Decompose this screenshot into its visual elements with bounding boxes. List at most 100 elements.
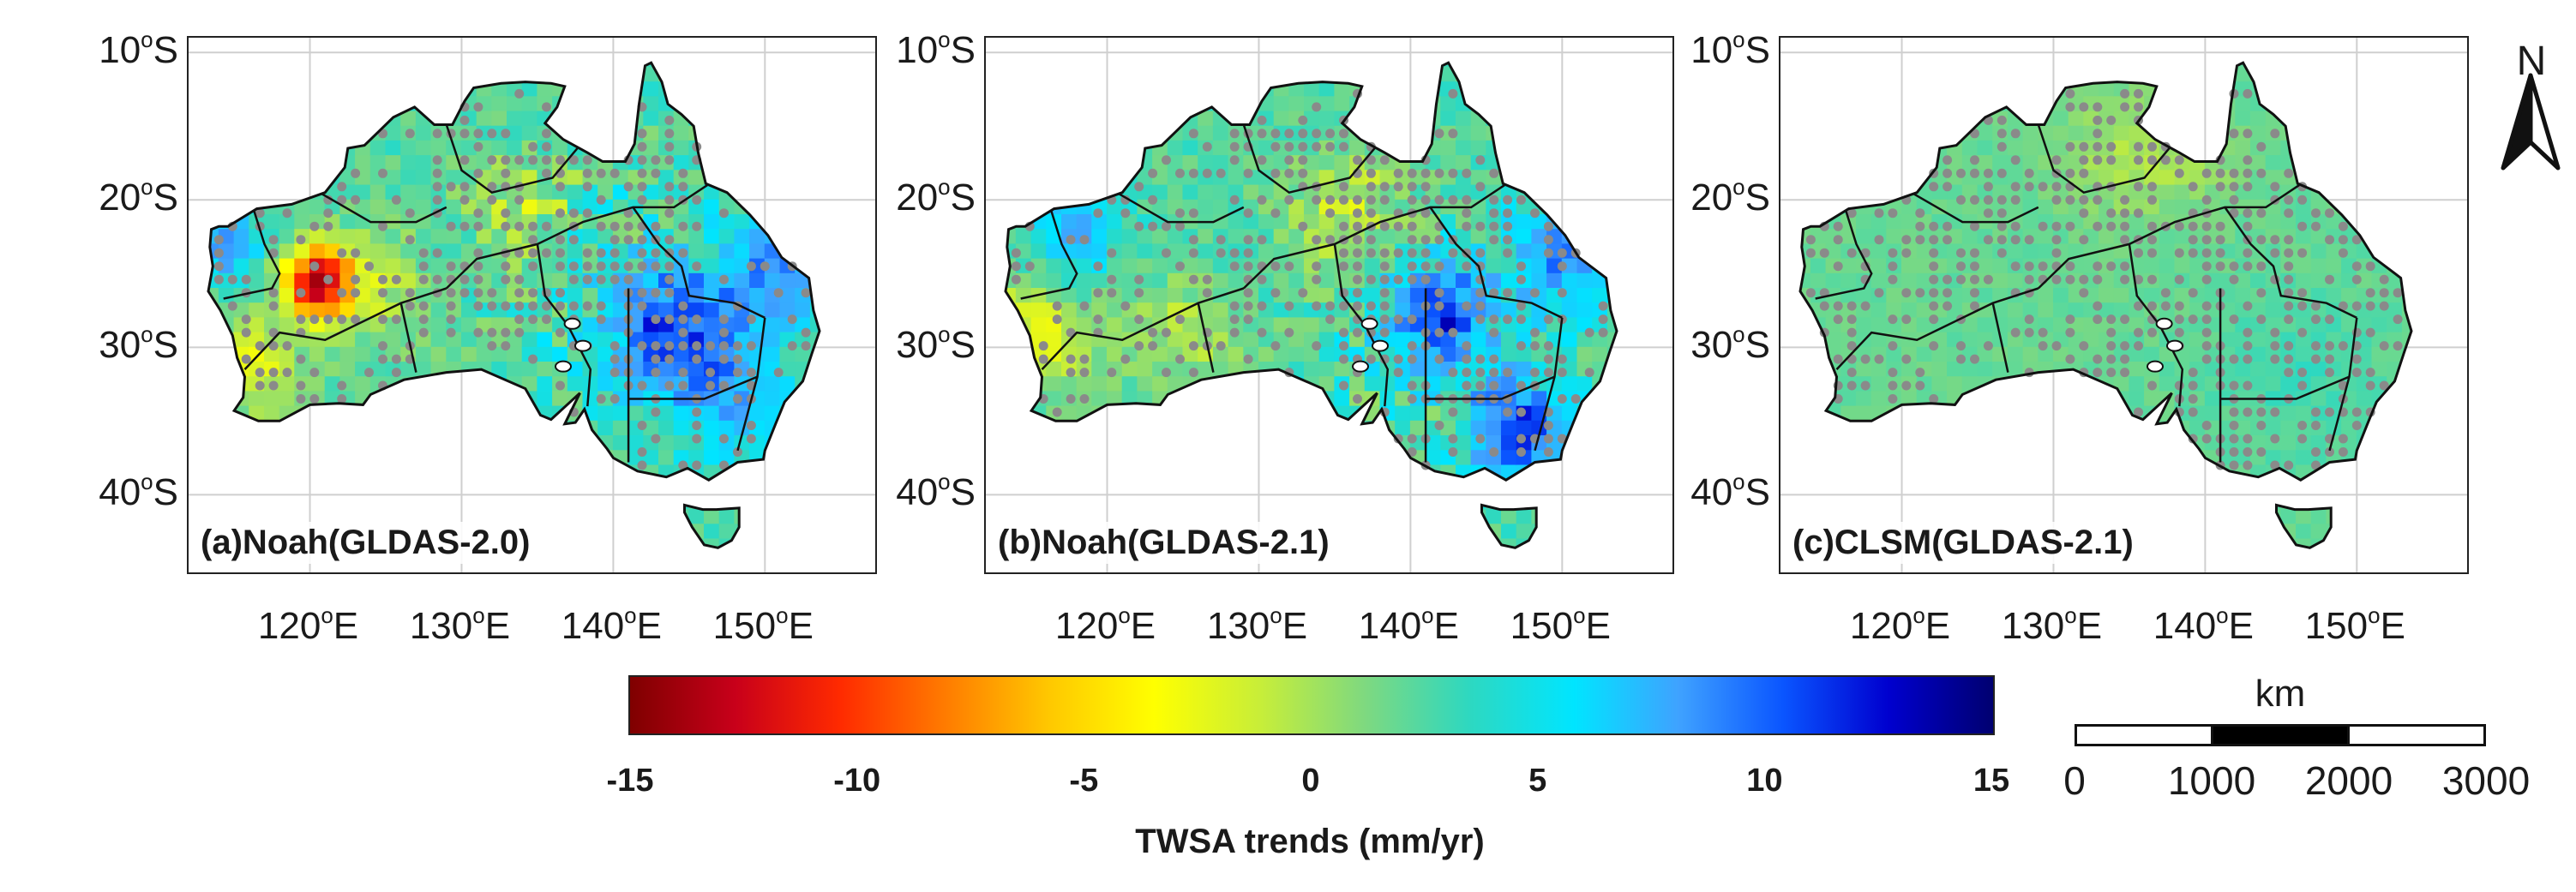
trend-cell <box>189 141 204 156</box>
trend-cell <box>1334 435 1351 452</box>
trend-cell <box>1198 494 1214 511</box>
trend-cell <box>704 450 720 466</box>
significance-dot <box>582 155 592 165</box>
trend-cell <box>1091 302 1108 319</box>
trend-cell <box>795 199 811 215</box>
trend-cell <box>1182 420 1199 436</box>
trend-cell <box>2068 125 2085 141</box>
trend-cell <box>1273 229 1290 245</box>
trend-cell <box>2113 464 2130 481</box>
trend-cell <box>189 81 204 97</box>
trend-cell <box>2038 288 2054 304</box>
significance-dot <box>309 394 320 404</box>
significance-dot <box>446 261 456 272</box>
significance-dot <box>1434 301 1444 311</box>
significance-dot <box>609 341 620 351</box>
trend-cell <box>1364 258 1381 274</box>
significance-dot <box>296 314 306 325</box>
trend-cell <box>430 376 447 392</box>
significance-dot <box>473 261 483 272</box>
significance-dot <box>1434 421 1444 430</box>
significance-dot <box>1489 235 1499 245</box>
trend-cell <box>2189 302 2206 319</box>
trend-cell <box>2099 38 2115 53</box>
trend-cell <box>1546 170 1563 186</box>
trend-cell <box>1006 81 1017 98</box>
trend-cell <box>2113 155 2130 171</box>
trend-cell <box>1152 258 1168 274</box>
trend-cell <box>1546 63 1563 68</box>
significance-dot <box>623 221 633 231</box>
trend-cell <box>1006 170 1017 186</box>
trend-cell <box>1886 155 1902 171</box>
basin-boundary <box>445 124 581 195</box>
trend-cell <box>1243 494 1259 511</box>
trend-cell <box>1258 479 1275 495</box>
trend-cell <box>537 420 554 436</box>
trend-cell <box>1258 346 1275 362</box>
trend-cell <box>1800 405 1811 422</box>
significance-dot <box>1093 314 1103 325</box>
significance-dot <box>432 195 442 205</box>
trend-cell <box>309 38 326 53</box>
trend-cell <box>1243 81 1259 98</box>
trend-cell <box>704 435 720 452</box>
trend-cell <box>1349 479 1366 495</box>
trend-cell <box>1349 184 1366 201</box>
trend-cell <box>718 63 736 68</box>
trend-cell <box>809 184 820 201</box>
significance-dot <box>637 182 647 192</box>
trend-cell <box>1243 362 1259 378</box>
trend-cell <box>1440 479 1456 495</box>
trend-cell <box>1137 450 1154 466</box>
significance-dot <box>473 221 483 231</box>
trend-cell <box>1886 464 1902 481</box>
significance-dot <box>542 168 551 178</box>
significance-dot <box>1162 368 1171 378</box>
trend-cell <box>208 155 219 171</box>
trend-cell <box>1576 229 1594 245</box>
trend-cell <box>1977 405 1994 422</box>
trend-cell <box>1470 81 1487 98</box>
longitude-label: 140oE <box>1358 602 1459 647</box>
trend-cell <box>1121 317 1138 333</box>
trend-cell <box>1137 258 1154 274</box>
trend-cell <box>1470 524 1487 540</box>
significance-dot <box>1407 447 1417 457</box>
trend-cell <box>477 38 493 53</box>
trend-cell <box>400 391 417 407</box>
trend-cell <box>1183 38 1199 53</box>
trend-cell <box>1856 96 1872 112</box>
trend-cell <box>415 420 432 436</box>
significance-dot <box>1312 141 1322 152</box>
trend-cell <box>2159 450 2176 466</box>
trend-cell <box>2099 288 2115 304</box>
trend-cell <box>1531 258 1548 274</box>
trend-cell <box>2204 405 2221 422</box>
trend-cell <box>1228 420 1245 436</box>
significance-dot <box>1188 235 1198 245</box>
trend-cell <box>1456 479 1472 495</box>
significance-dot <box>1448 129 1458 139</box>
trend-cell <box>1992 405 2009 422</box>
trend-cell <box>1516 391 1533 407</box>
trend-cell <box>1258 435 1275 452</box>
trend-cell <box>1334 450 1351 466</box>
trend-cell <box>658 170 675 186</box>
significance-dot <box>801 341 811 351</box>
trend-cell <box>2022 346 2039 362</box>
trend-cell <box>2265 538 2282 548</box>
trend-cell <box>522 38 538 53</box>
trend-cell <box>2007 346 2024 362</box>
trend-cell <box>1152 464 1168 481</box>
trend-cell <box>339 362 357 378</box>
trend-cell <box>2007 317 2024 333</box>
trend-cell <box>1531 214 1548 230</box>
trend-cell <box>1592 184 1608 201</box>
significance-dot <box>514 288 525 298</box>
trend-cell <box>1006 184 1017 201</box>
trend-cell <box>249 184 265 201</box>
trend-cell <box>1800 125 1811 141</box>
trend-cell <box>1977 479 1994 495</box>
significance-dot <box>1366 208 1376 219</box>
